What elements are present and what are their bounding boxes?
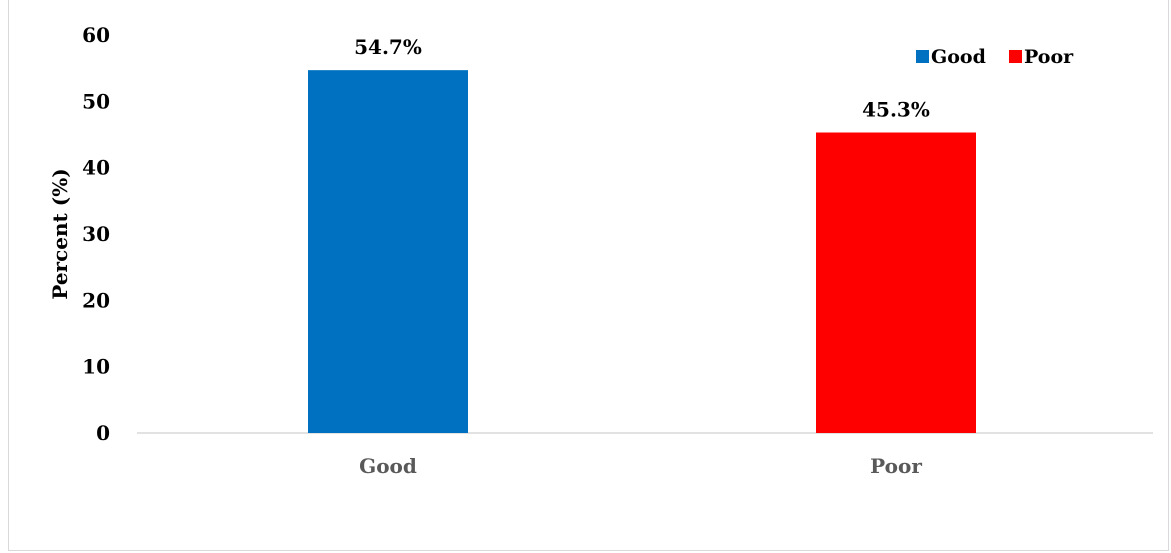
y-tick-label: 30 [82,222,110,246]
y-axis-ticks: 0 10 20 30 40 50 60 [82,23,110,445]
y-tick-label: 20 [82,288,110,312]
y-tick-label: 50 [82,89,110,113]
bars [308,70,976,433]
y-tick-label: 10 [82,355,110,379]
legend-label: Good [931,46,986,68]
chart-frame [8,0,1169,551]
legend-swatch-poor [1009,50,1022,63]
y-tick-label: 0 [96,421,110,445]
x-axis-category-labels: Good Poor [359,454,922,478]
legend-swatch-good [916,50,929,63]
data-labels: 54.7% 45.3% [354,35,930,121]
legend-label: Poor [1024,46,1074,68]
y-axis-title: Percent (%) [48,168,72,299]
x-tick-label: Poor [870,454,922,478]
y-tick-label: 60 [82,23,110,47]
data-label: 45.3% [862,98,930,122]
x-tick-label: Good [359,454,417,478]
legend: Good Poor [916,46,1074,68]
bar-poor [816,132,976,433]
bar-good [308,70,468,433]
data-label: 54.7% [354,35,422,59]
y-tick-label: 40 [82,156,110,180]
